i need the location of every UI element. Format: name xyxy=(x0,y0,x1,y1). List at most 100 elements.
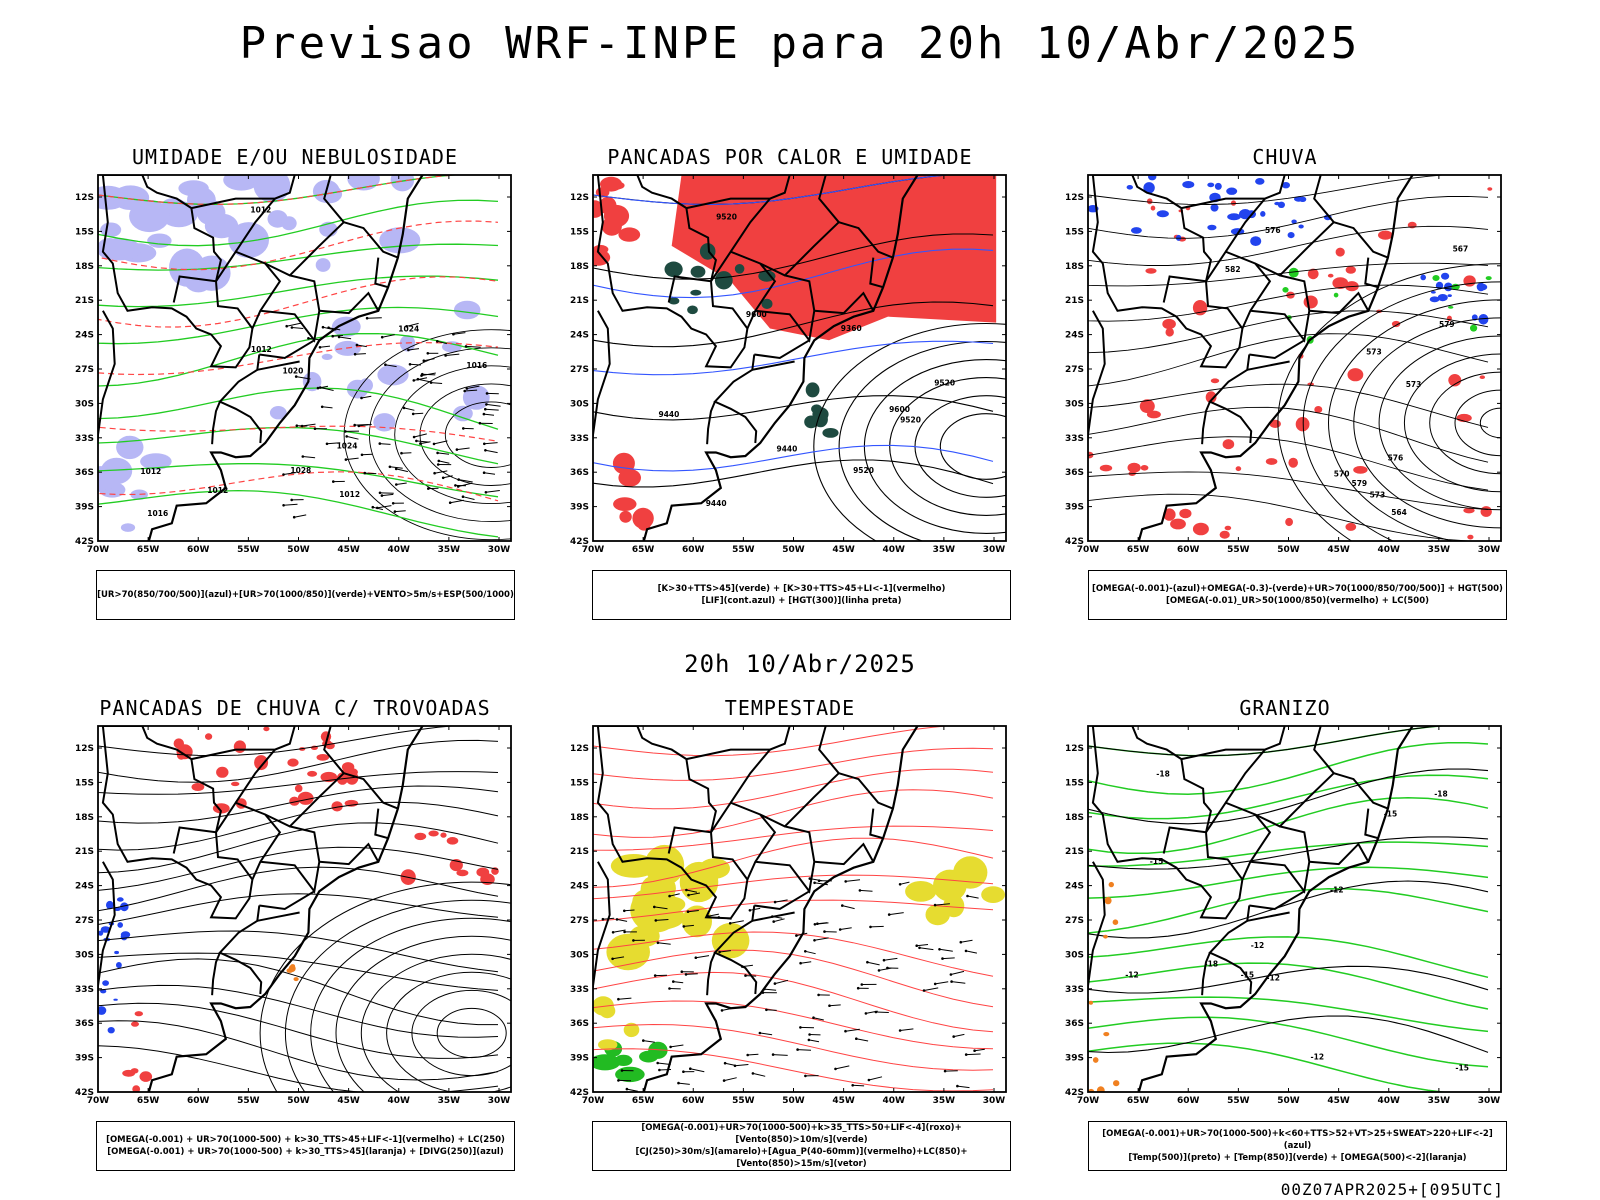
wind-vector-head xyxy=(952,1035,955,1038)
wind-vector xyxy=(466,385,480,389)
lat-label: 42S xyxy=(75,537,94,547)
streamline xyxy=(1088,333,1489,387)
lat-label: 39S xyxy=(570,1054,589,1064)
wind-vector xyxy=(840,927,852,930)
wind-vector xyxy=(966,1053,981,1056)
wind-vector xyxy=(396,468,409,473)
wind-vector-head xyxy=(918,946,921,950)
wind-vector-head xyxy=(611,957,614,961)
shaded-area xyxy=(623,1022,640,1038)
wind-vector-head xyxy=(464,345,468,348)
wind-vector xyxy=(775,899,788,903)
shaded-area xyxy=(263,726,270,732)
wind-vector xyxy=(381,493,394,497)
wind-vector-head xyxy=(886,966,889,970)
streamline xyxy=(593,931,994,977)
map-frame xyxy=(1087,725,1502,1093)
shaded-area xyxy=(1146,410,1161,419)
wind-vector-head xyxy=(864,1012,868,1015)
coastline xyxy=(1137,175,1414,541)
panel-title: UMIDADE E/OU NEBULOSIDADE xyxy=(131,145,459,169)
border-line xyxy=(754,339,810,360)
shaded-area xyxy=(603,204,630,228)
streamline xyxy=(593,444,994,472)
wind-vector xyxy=(438,460,450,464)
wind-vector xyxy=(443,475,453,479)
shaded-area xyxy=(618,227,641,242)
streamline xyxy=(593,789,994,838)
lat-label: 21S xyxy=(75,847,94,857)
shaded-area xyxy=(1485,276,1492,281)
wind-vector-head xyxy=(462,427,465,430)
streamline xyxy=(1088,726,1447,757)
streamline xyxy=(98,275,499,308)
lat-label: 27S xyxy=(1065,365,1084,375)
wind-vector-head xyxy=(485,392,489,395)
shaded-area xyxy=(943,894,965,918)
contour-label: -12 xyxy=(1251,941,1265,950)
wind-vector-head xyxy=(433,471,436,475)
wind-vector-head xyxy=(720,1009,724,1012)
shaded-area xyxy=(761,298,773,309)
shaded-area xyxy=(664,261,683,278)
streamline xyxy=(593,971,994,1033)
wind-vector-head xyxy=(285,324,288,328)
contour-line xyxy=(386,971,511,1092)
lat-label: 42S xyxy=(75,1088,94,1098)
wind-vector xyxy=(730,920,744,924)
wind-vector-head xyxy=(684,973,688,976)
shaded-area xyxy=(140,453,172,470)
wind-vector xyxy=(883,957,898,961)
wind-vector-head xyxy=(689,1067,692,1070)
shaded-area xyxy=(1126,185,1133,190)
wind-vector-head xyxy=(463,389,467,393)
contour-label: -12 xyxy=(1330,886,1344,895)
border-line xyxy=(686,175,791,210)
wind-vector xyxy=(413,433,427,438)
border-line xyxy=(1250,825,1311,894)
streamline xyxy=(593,825,994,851)
border-line xyxy=(319,842,380,866)
coastline xyxy=(642,175,919,541)
contour-label: 1016 xyxy=(466,361,487,370)
shaded-area xyxy=(233,740,246,753)
wind-vector xyxy=(423,358,435,362)
wind-vector-head xyxy=(408,363,412,366)
contour-label: 576 xyxy=(1265,226,1281,235)
legend-umidade: [UR>70(850/700/500)](azul)+[UR>70(1000/8… xyxy=(96,570,515,620)
wind-vector xyxy=(367,317,382,319)
lon-label: 70W xyxy=(582,545,605,555)
lat-label: 30S xyxy=(75,950,94,960)
wind-vector xyxy=(291,327,304,329)
wind-vector-head xyxy=(817,993,820,997)
lon-label: 35W xyxy=(438,545,461,555)
lat-label: 39S xyxy=(570,503,589,513)
lon-label: 30W xyxy=(1478,545,1501,555)
border-line xyxy=(1364,257,1379,289)
wind-vector-head xyxy=(653,974,657,977)
wind-vector-head xyxy=(680,970,684,973)
map-layers xyxy=(1088,726,1489,1092)
lat-label: 30S xyxy=(75,399,94,409)
wind-vector-head xyxy=(898,1029,902,1032)
lon-label: 30W xyxy=(983,545,1006,555)
streamline xyxy=(98,866,499,912)
wind-vector xyxy=(764,988,777,991)
wind-vector xyxy=(422,373,436,376)
border-line xyxy=(706,952,716,996)
wind-vector xyxy=(856,1038,869,1042)
border-line xyxy=(374,257,389,289)
shaded-area xyxy=(107,1027,115,1034)
wind-vector xyxy=(957,1085,970,1089)
lon-label: 45W xyxy=(1327,545,1350,555)
wind-vector-head xyxy=(378,491,382,495)
wind-vector xyxy=(286,322,301,327)
streamline xyxy=(1088,225,1489,266)
wind-vector xyxy=(923,987,939,991)
shaded-area xyxy=(130,1068,139,1074)
wind-vector xyxy=(935,981,949,985)
border-line xyxy=(1247,911,1290,922)
wind-vector-head xyxy=(748,909,752,912)
shaded-area xyxy=(734,264,745,274)
lat-label: 27S xyxy=(570,916,589,926)
